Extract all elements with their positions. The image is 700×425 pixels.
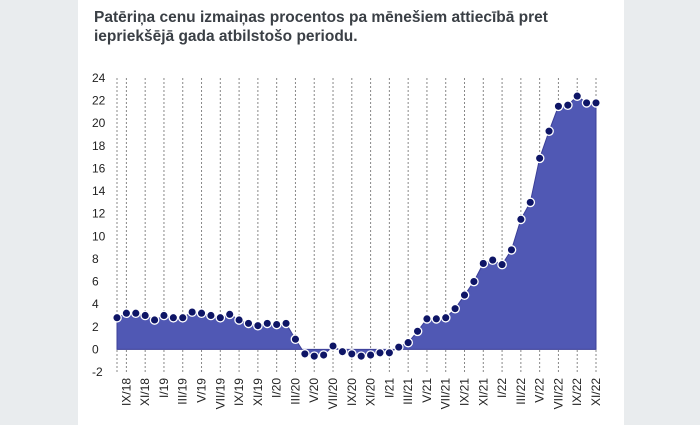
data-point — [346, 349, 357, 359]
data-point — [562, 100, 573, 110]
data-point — [196, 308, 207, 319]
data-point — [384, 347, 395, 358]
data-point — [534, 153, 545, 164]
data-point — [525, 197, 536, 208]
y-tick-label: 8 — [92, 252, 99, 266]
x-tick-label: I/21 — [382, 378, 396, 398]
data-point — [497, 259, 507, 270]
data-point — [478, 258, 489, 269]
x-axis: IX/18 XI/18 I/19 III/19 V/19 VII/19 IX/19 XI/19… — [119, 378, 603, 410]
x-tick-label: XI/18 — [138, 378, 152, 406]
x-tick-label: IX/19 — [232, 378, 246, 406]
data-point — [243, 318, 254, 329]
data-point — [581, 98, 592, 108]
data-point — [168, 312, 179, 323]
series-area — [116, 95, 597, 357]
y-tick-label: 6 — [92, 275, 99, 289]
data-point — [187, 307, 197, 317]
x-tick-label: VII/22 — [551, 378, 565, 410]
data-point — [422, 314, 432, 324]
y-tick-label: 22 — [92, 94, 106, 108]
data-point — [487, 255, 498, 265]
x-tick-label: I/20 — [270, 378, 284, 398]
x-tick-label: XI/20 — [364, 378, 378, 406]
x-tick-label: XI/21 — [476, 378, 490, 406]
data-point — [281, 318, 291, 329]
data-point — [299, 349, 310, 359]
x-tick-label: IX/18 — [119, 378, 133, 406]
data-point — [393, 342, 404, 352]
x-tick-label: III/22 — [514, 378, 528, 405]
x-tick-label: I/22 — [495, 378, 509, 398]
data-point — [121, 308, 132, 319]
data-point — [572, 91, 583, 101]
data-point — [431, 314, 442, 324]
data-markers — [112, 91, 601, 362]
x-tick-label: III/21 — [401, 378, 415, 405]
data-point — [356, 351, 367, 362]
data-point — [130, 308, 141, 319]
y-tick-label: 18 — [92, 139, 106, 153]
x-tick-label: XI/22 — [589, 378, 603, 406]
x-tick-label: XI/19 — [251, 378, 265, 406]
y-tick-label: 20 — [92, 116, 106, 130]
y-tick-label: 14 — [92, 184, 106, 198]
x-tick-label: VII/19 — [213, 378, 227, 410]
data-point — [290, 334, 301, 345]
data-point — [177, 312, 188, 323]
x-tick-label: V/22 — [533, 378, 547, 403]
data-point — [506, 245, 517, 255]
data-point — [159, 310, 169, 321]
data-point — [450, 303, 460, 314]
data-point — [149, 315, 160, 325]
data-point — [253, 320, 263, 331]
x-tick-label: IX/21 — [458, 378, 472, 406]
data-point — [328, 341, 338, 351]
y-tick-label: 4 — [92, 297, 99, 311]
x-tick-label: V/19 — [195, 378, 209, 403]
data-point — [591, 98, 601, 108]
data-point — [375, 347, 385, 358]
y-tick-label: -2 — [92, 365, 103, 379]
x-tick-label: I/19 — [157, 378, 171, 398]
y-tick-label: 2 — [92, 320, 99, 334]
y-tick-label: 12 — [92, 207, 106, 221]
data-point — [412, 326, 423, 337]
x-tick-label: VII/21 — [439, 378, 453, 410]
data-point — [271, 319, 282, 330]
data-point — [469, 276, 479, 287]
x-tick-label: V/20 — [307, 378, 321, 403]
x-tick-label: IX/20 — [345, 378, 359, 406]
data-point — [318, 350, 329, 360]
x-tick-label: VII/20 — [326, 378, 340, 410]
data-point — [224, 309, 235, 320]
data-point — [140, 310, 151, 321]
y-tick-label: 10 — [92, 229, 106, 243]
data-point — [544, 126, 554, 136]
data-point — [440, 312, 451, 323]
y-tick-label: 16 — [92, 161, 106, 175]
x-tick-label: IX/22 — [570, 378, 584, 406]
data-point — [553, 101, 564, 112]
data-point — [262, 318, 273, 329]
data-point — [206, 310, 216, 321]
data-point — [234, 315, 244, 325]
data-point — [309, 351, 320, 362]
x-tick-label: V/21 — [420, 378, 434, 403]
x-tick-label: III/19 — [176, 378, 190, 405]
x-tick-label: III/20 — [288, 378, 302, 405]
data-point — [112, 312, 122, 323]
y-tick-label: 24 — [92, 71, 106, 85]
y-tick-label: 0 — [92, 342, 99, 356]
data-point — [516, 214, 526, 225]
data-point — [403, 337, 414, 348]
data-point — [459, 290, 470, 300]
data-point — [365, 350, 376, 360]
data-point — [215, 312, 226, 323]
data-point — [337, 346, 348, 357]
chart-title: Patēriņa cenu izmaiņas procentos pa mēne… — [94, 9, 548, 45]
